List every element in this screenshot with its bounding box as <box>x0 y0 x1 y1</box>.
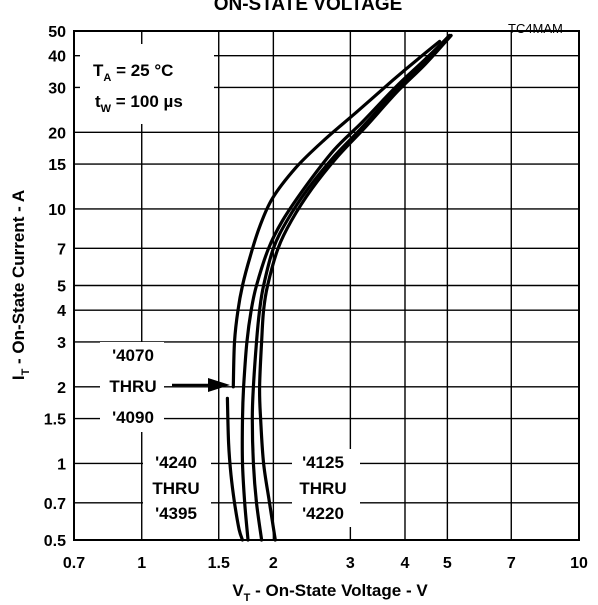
x-tick-label: 3 <box>346 555 355 572</box>
svg-text:'4395: '4395 <box>155 504 197 523</box>
y-axis-title: IT - On-State Current - A <box>9 190 32 380</box>
y-tick-label: 3 <box>57 335 66 352</box>
y-tick-label: 0.7 <box>44 496 66 513</box>
x-tick-label: 2 <box>269 555 278 572</box>
svg-text:THRU: THRU <box>299 479 346 498</box>
plot-frame <box>73 30 580 541</box>
y-tick-label: 1.5 <box>44 412 66 429</box>
svg-text:'4240: '4240 <box>155 453 197 472</box>
pulse-width-label: tW = 100 µs <box>95 92 183 115</box>
series-curve-2 <box>240 36 449 542</box>
y-tick-label: 10 <box>48 202 66 219</box>
y-tick-label: 40 <box>48 49 66 66</box>
series-label-4070-4090: '4070 THRU '4090 <box>100 342 164 432</box>
chart-title: ON-STATE VOLTAGE <box>214 0 403 15</box>
svg-text:'4090: '4090 <box>112 408 154 427</box>
y-tick-label: 5 <box>57 279 66 296</box>
series-curve-3 <box>250 33 451 542</box>
x-axis-title: VT - On-State Voltage - V <box>232 581 428 604</box>
conditions-box <box>80 44 214 124</box>
x-tick-label: 4 <box>401 555 410 572</box>
svg-text:THRU: THRU <box>109 377 156 396</box>
x-tick-label: 0.7 <box>63 555 85 572</box>
series-curve-0 <box>225 396 245 542</box>
y-tick-label: 0.5 <box>44 533 66 550</box>
y-tick-label: 15 <box>48 157 66 174</box>
y-tick-label: 30 <box>48 80 66 97</box>
arrow-icon <box>172 378 230 392</box>
series-label-4240-4395: '4240 THRU '4395 <box>143 449 211 527</box>
y-tick-label: 4 <box>57 303 66 320</box>
x-tick-labels: 0.7 1 1.5 2 3 4 5 7 10 <box>63 555 588 572</box>
y-tick-label: 1 <box>57 456 66 473</box>
svg-text:'4220: '4220 <box>302 504 344 523</box>
svg-text:'4070: '4070 <box>112 346 154 365</box>
x-tick-label: 7 <box>507 555 516 572</box>
x-tick-label: 10 <box>570 555 588 572</box>
figure-code: TC4MAM <box>508 21 563 36</box>
x-tick-label: 1.5 <box>208 555 230 572</box>
x-tick-label: 1 <box>137 555 146 572</box>
svg-text:THRU: THRU <box>152 479 199 498</box>
series-curve-1 <box>231 39 442 389</box>
x-tick-label: 5 <box>443 555 452 572</box>
ambient-temperature-label: TA = 25 °C <box>93 61 173 84</box>
series-label-4125-4220: '4125 THRU '4220 <box>292 449 360 527</box>
y-tick-label: 20 <box>48 125 66 142</box>
y-tick-labels: 0.5 0.7 1 1.5 2 3 4 5 7 10 15 20 30 40 50 <box>44 24 66 550</box>
plot-curves <box>225 33 453 542</box>
svg-text:'4125: '4125 <box>302 453 344 472</box>
y-tick-label: 50 <box>48 24 66 41</box>
y-tick-label: 7 <box>57 241 66 258</box>
series-curve-4 <box>257 33 453 542</box>
y-tick-label: 2 <box>57 380 66 397</box>
